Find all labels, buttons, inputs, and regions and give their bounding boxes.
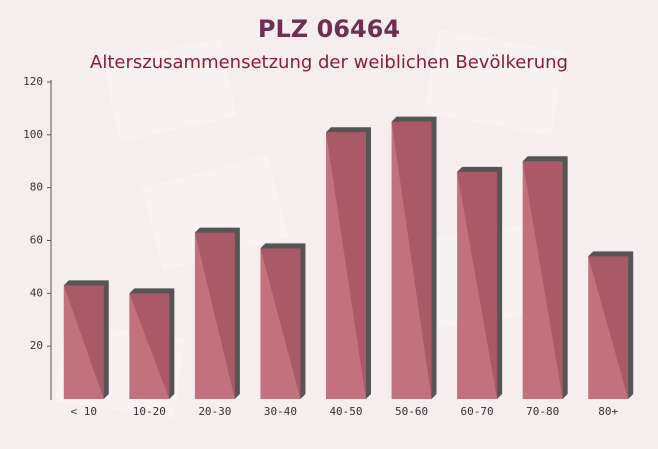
chart-title: PLZ 06464 — [258, 15, 400, 43]
bar — [522, 161, 563, 399]
x-tick-label: 10-20 — [133, 405, 166, 418]
x-tick-label: 40-50 — [329, 405, 362, 418]
x-tick-label: < 10 — [71, 405, 98, 418]
bar — [588, 256, 629, 399]
y-tick-label: 100 — [23, 128, 43, 141]
x-tick-label: 80+ — [598, 405, 618, 418]
bar — [129, 293, 170, 399]
y-tick-label: 80 — [30, 181, 43, 194]
bar — [326, 132, 366, 400]
x-tick-label: 50-60 — [395, 405, 428, 418]
x-tick-label: 30-40 — [264, 405, 297, 418]
y-tick-label: 20 — [30, 339, 43, 352]
bar — [63, 285, 104, 399]
y-tick-label: 60 — [30, 234, 43, 247]
bar — [194, 232, 235, 399]
bar — [260, 248, 301, 399]
bar — [391, 121, 432, 399]
bar — [457, 171, 498, 399]
y-tick-label: 120 — [23, 75, 43, 88]
x-tick-label: 60-70 — [461, 405, 494, 418]
y-tick-label: 40 — [30, 286, 43, 299]
chart-subtitle: Alterszusammensetzung der weiblichen Bev… — [90, 52, 568, 73]
x-tick-label: 70-80 — [526, 405, 559, 418]
x-tick-label: 20-30 — [198, 405, 231, 418]
